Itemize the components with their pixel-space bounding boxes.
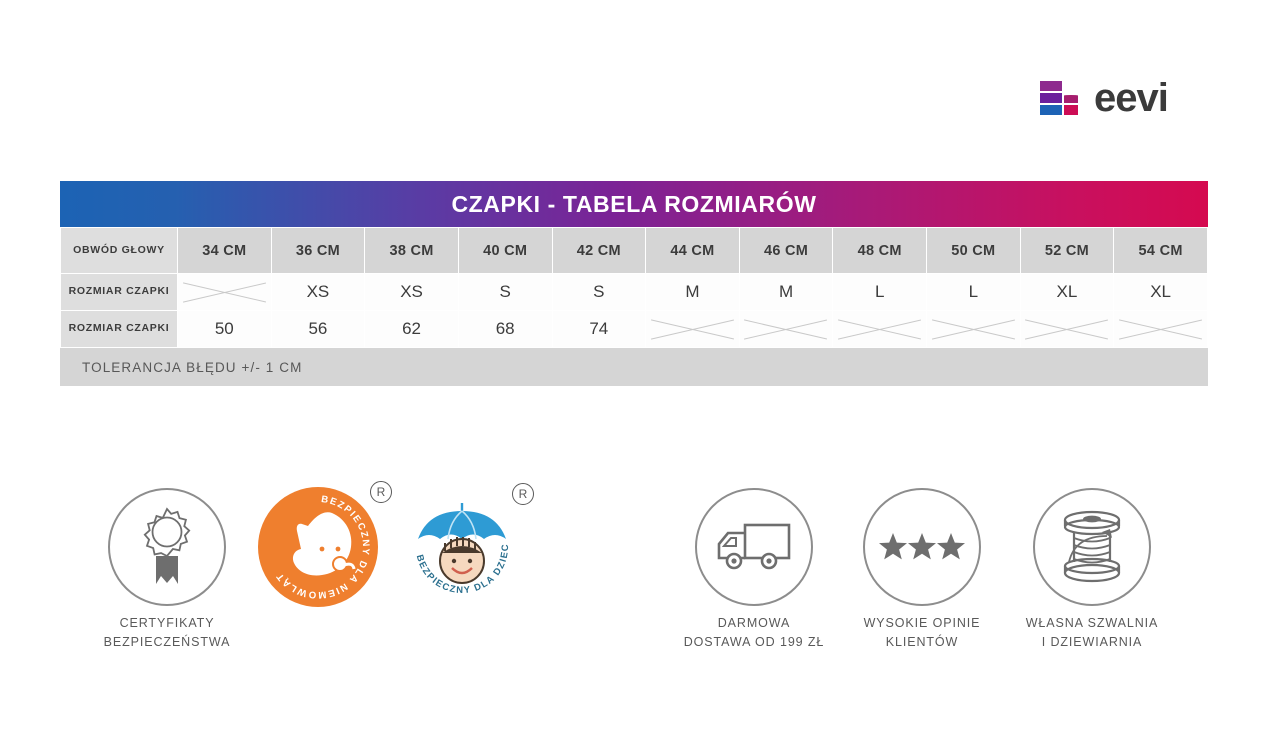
size-table-grid: OBWÓD GŁOWY 34 CM 36 CM 38 CM 40 CM 42 C…: [60, 227, 1208, 348]
col-header: 52 CM: [1020, 228, 1114, 273]
col-header: 48 CM: [833, 228, 926, 273]
badge-art: [1008, 486, 1176, 608]
eevi-logo-mark: [1040, 81, 1078, 115]
cell-letter-size: L: [927, 274, 1020, 310]
badge-high-reviews: WYSOKIE OPINIE KLIENTÓW: [848, 486, 996, 653]
cell-empty-crossed: [927, 311, 1020, 347]
size-table-title-bar: CZAPKI - TABELA ROZMIARÓW: [60, 181, 1208, 227]
page-title: CZAPKI - TABELA ROZMIARÓW: [451, 190, 817, 217]
row-label-hat-size-letter: ROZMIAR CZAPKI: [61, 274, 177, 310]
brand-wordmark: eevi: [1094, 76, 1169, 120]
tolerance-text: TOLERANCJA BŁĘDU +/- 1 CM: [82, 359, 303, 375]
cell-empty-crossed: [739, 311, 833, 347]
cell-empty-crossed: [1020, 311, 1114, 347]
infant-safe-seal-icon: R BEZPIECZNY DLA NIEMOWLĄT: [258, 481, 392, 607]
logo-bar-2: [1040, 93, 1062, 103]
badge-art: R BEZPIECZNY DLA DZIECKA: [396, 480, 534, 608]
delivery-truck-icon: [695, 488, 813, 606]
row-label-hat-size-number: ROZMIAR CZAPKI: [61, 311, 177, 347]
table-row-letter-size: ROZMIAR CZAPKI XS XS S S M M L L XL XL: [61, 274, 1207, 310]
cell-numeric-size: 50: [178, 311, 271, 347]
cell-letter-size: M: [739, 274, 833, 310]
badge-art: [86, 486, 248, 608]
logo-bar-4: [1064, 105, 1078, 115]
cell-letter-size: S: [552, 274, 646, 310]
child-safe-umbrella-seal-icon: R BEZPIECZNY DLA DZIECKA: [400, 480, 534, 605]
row-label-circumference: OBWÓD GŁOWY: [61, 228, 177, 273]
badge-caption: CERTYFIKATY BEZPIECZEŃSTWA: [103, 616, 231, 650]
cell-letter-size: S: [458, 274, 552, 310]
logo-bar-1: [1040, 81, 1062, 91]
col-header: 50 CM: [927, 228, 1020, 273]
cell-letter-size: XS: [365, 274, 458, 310]
badge-art: R BEZPIECZNY DLA NIEMOWLĄT: [252, 481, 392, 608]
cell-numeric-size: 62: [365, 311, 458, 347]
award-rosette-icon: [108, 488, 226, 606]
badge-free-shipping: DARMOWA DOSTAWA OD 199 ZŁ: [668, 486, 840, 653]
badge-art: [848, 486, 996, 608]
cell-empty-crossed: [178, 274, 271, 310]
brand-logo: eevi: [1040, 76, 1169, 120]
registered-mark: R: [512, 483, 534, 505]
badge-art: [668, 486, 840, 608]
table-row-head: OBWÓD GŁOWY 34 CM 36 CM 38 CM 40 CM 42 C…: [61, 228, 1207, 273]
cell-letter-size: XS: [271, 274, 365, 310]
col-header: 36 CM: [271, 228, 365, 273]
trust-badges: CERTYFIKATY BEZPIECZEŃSTWA R BEZPIECZNY …: [0, 480, 1280, 676]
cell-numeric-size: 56: [271, 311, 365, 347]
thread-spool-icon: [1033, 488, 1151, 606]
tolerance-note: TOLERANCJA BŁĘDU +/- 1 CM: [60, 348, 1208, 386]
table-row-numeric-size: ROZMIAR CZAPKI 50 56 62 68 74: [61, 311, 1207, 347]
badge-own-sewing-room: WŁASNA SZWALNIA I DZIEWIARNIA: [1008, 486, 1176, 653]
badge-caption: WŁASNA SZWALNIA I DZIEWIARNIA: [1025, 616, 1159, 650]
col-header: 54 CM: [1114, 228, 1207, 273]
col-header: 40 CM: [458, 228, 552, 273]
three-stars-icon: [863, 488, 981, 606]
cell-numeric-size: 68: [458, 311, 552, 347]
col-header: 46 CM: [739, 228, 833, 273]
registered-mark: R: [370, 481, 392, 503]
badge-safety-certificates: CERTYFIKATY BEZPIECZEŃSTWA: [86, 486, 248, 653]
logo-gap-1: [1064, 81, 1078, 91]
logo-bar-3: [1040, 105, 1062, 115]
badge-caption: WYSOKIE OPINIE KLIENTÓW: [863, 616, 981, 650]
col-header: 44 CM: [646, 228, 739, 273]
col-header: 34 CM: [178, 228, 271, 273]
cell-letter-size: XL: [1020, 274, 1114, 310]
col-header: 38 CM: [365, 228, 458, 273]
cell-empty-crossed: [833, 311, 926, 347]
logo-dome: [1064, 94, 1078, 103]
badge-infant-safe: R BEZPIECZNY DLA NIEMOWLĄT: [252, 481, 392, 608]
cell-letter-size: L: [833, 274, 926, 310]
cell-letter-size: M: [646, 274, 739, 310]
size-table: CZAPKI - TABELA ROZMIARÓW OBWÓD GŁOWY 34…: [60, 181, 1208, 386]
badge-caption: DARMOWA DOSTAWA OD 199 ZŁ: [683, 616, 825, 650]
badge-child-safe: R BEZPIECZNY DLA DZIECKA: [396, 480, 534, 608]
cell-empty-crossed: [646, 311, 739, 347]
cell-numeric-size: 74: [552, 311, 646, 347]
cell-letter-size: XL: [1114, 274, 1207, 310]
cell-empty-crossed: [1114, 311, 1207, 347]
col-header: 42 CM: [552, 228, 646, 273]
